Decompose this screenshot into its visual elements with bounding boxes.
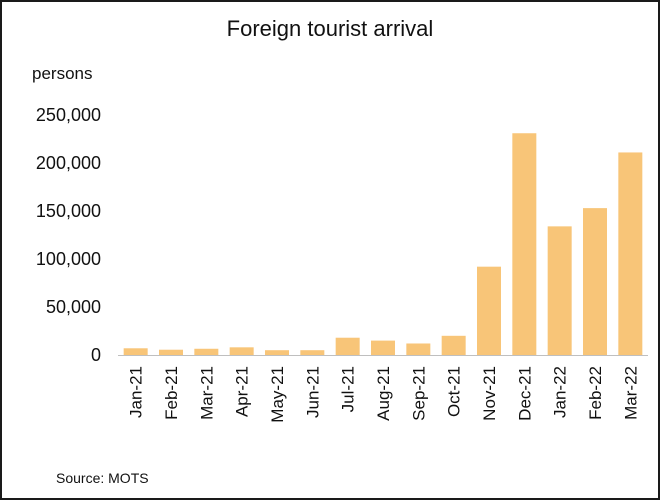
x-tick-label: Feb-21 [162,366,181,420]
x-tick-label: Feb-22 [586,366,605,420]
bar [159,349,183,355]
y-axis-unit-label: persons [32,64,93,83]
x-tick-label: Jun-21 [303,366,322,418]
bar [335,337,360,355]
bar [512,133,537,355]
x-tick-label: Nov-21 [480,366,499,421]
y-tick-label: 150,000 [36,201,101,221]
x-tick-label: Dec-21 [515,366,534,421]
x-tick-label: Jan-22 [551,366,570,418]
bar [406,343,431,355]
x-tick-label: Jan-21 [127,366,146,418]
y-tick-label: 250,000 [36,105,101,125]
y-tick-label: 0 [91,345,101,365]
bar [194,348,219,355]
x-tick-label: May-21 [268,366,287,423]
x-tick-label: Apr-21 [233,366,252,417]
bar [371,340,395,355]
bar [618,152,643,355]
y-tick-label: 100,000 [36,249,101,269]
x-tick-label: Jul-21 [339,366,358,412]
bar [265,350,289,355]
x-tick-label: Sep-21 [409,366,428,421]
bar [477,266,501,355]
y-tick-label: 200,000 [36,153,101,173]
source-note: Source: MOTS [56,470,149,486]
x-tick-label: Aug-21 [374,366,393,421]
x-tick-label: Mar-22 [621,366,640,420]
y-tick-label: 50,000 [46,297,101,317]
bar [229,347,254,355]
bar [441,335,466,355]
chart-title: Foreign tourist arrival [226,16,434,41]
x-tick-label: Oct-21 [445,366,464,417]
bar [123,348,148,355]
bar [547,226,572,355]
bar [583,208,607,355]
x-tick-label: Mar-21 [197,366,216,420]
bar [300,350,325,355]
